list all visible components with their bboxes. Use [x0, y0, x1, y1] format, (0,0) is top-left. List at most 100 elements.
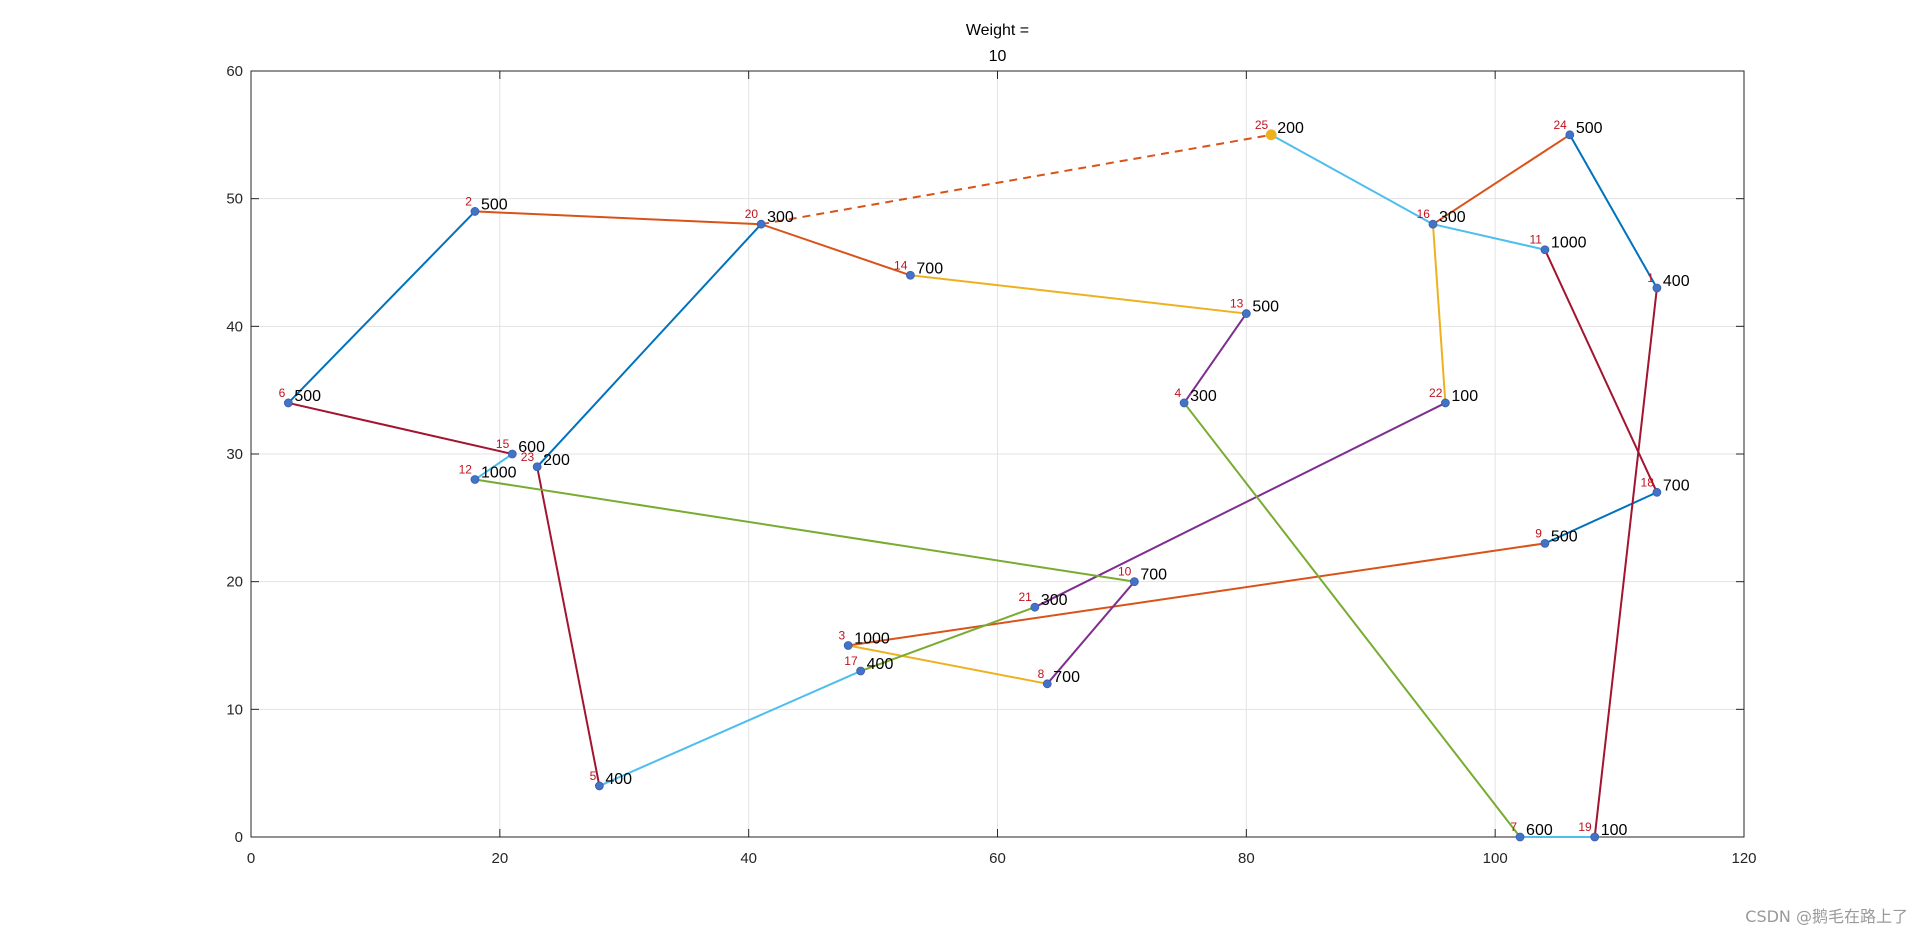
point-marker	[1179, 398, 1189, 408]
route-segment	[848, 644, 1048, 685]
point-marker	[470, 475, 480, 484]
route-segment	[910, 274, 1247, 315]
point-weight-label: 300	[767, 209, 794, 226]
watermark: CSDN @鹅毛在路上了	[1745, 907, 1908, 926]
point-index-label: 20	[745, 207, 759, 221]
point-index-label: 1	[1647, 271, 1654, 285]
point-index-label: 12	[459, 463, 473, 477]
point-index-label: 16	[1417, 207, 1431, 221]
point-weight-label: 700	[916, 260, 943, 277]
point-marker	[507, 449, 517, 459]
point-weight-label: 500	[1576, 120, 1603, 137]
point-weight-label: 500	[1252, 299, 1279, 316]
route-segment	[1593, 287, 1658, 838]
point-index-label: 3	[839, 629, 846, 643]
point-marker	[1042, 679, 1052, 689]
point-marker	[1129, 577, 1139, 587]
route-segment	[760, 133, 1272, 226]
point-index-label: 19	[1578, 820, 1592, 834]
point-index-label: 24	[1553, 118, 1567, 132]
route-segment	[1046, 581, 1136, 685]
grid	[251, 71, 1744, 837]
route-segment	[1431, 224, 1447, 404]
point-index-label: 8	[1038, 667, 1045, 681]
point-weight-label: 700	[1140, 567, 1167, 584]
x-tick-label: 80	[1238, 850, 1255, 867]
point-marker	[906, 270, 915, 280]
point-marker	[1428, 219, 1438, 229]
point-index-label: 6	[279, 386, 286, 400]
routes	[287, 133, 1658, 838]
point-weight-label: 200	[1277, 120, 1304, 137]
x-tick-label: 20	[491, 850, 508, 867]
x-tick-label: 40	[740, 850, 757, 867]
point-index-label: 10	[1118, 565, 1132, 579]
route-segment	[1544, 491, 1658, 545]
point-marker	[470, 207, 480, 216]
route-segment	[1432, 133, 1571, 226]
route-segment	[474, 210, 911, 277]
point-weight-label: 1000	[854, 631, 890, 648]
point-marker	[1030, 602, 1040, 612]
y-tick-label: 0	[235, 829, 243, 846]
point-index-label: 4	[1174, 386, 1181, 400]
y-tick-label: 50	[226, 191, 243, 208]
point-marker	[1441, 398, 1450, 408]
point-weight-label: 500	[294, 388, 321, 405]
point-index-label: 5	[590, 769, 597, 783]
point-marker	[532, 462, 542, 472]
chart-title-line1: Weight =	[966, 22, 1029, 39]
route-segment	[1034, 402, 1446, 609]
point-labels: 1 400 2 500 3 1000 4 300 5 400 6 500 7 600 8 700 9 500 10 7…	[279, 118, 1690, 839]
point-index-label: 7	[1510, 820, 1517, 834]
point-index-label: 11	[1529, 233, 1542, 247]
route-segment	[474, 478, 1135, 583]
point-marker	[1241, 309, 1251, 318]
point-marker	[856, 666, 866, 676]
point-marker	[1590, 832, 1600, 842]
point-weight-label: 1000	[481, 465, 517, 482]
points	[283, 129, 1662, 842]
point-index-label: 2	[465, 194, 472, 208]
route-segment	[288, 401, 513, 455]
point-marker	[283, 398, 293, 408]
point-weight-label: 400	[1663, 273, 1690, 290]
x-tick-label: 60	[989, 850, 1006, 867]
point-index-label: 17	[844, 654, 858, 668]
route-segment	[474, 453, 513, 481]
route-segment	[536, 223, 762, 468]
point-index-label: 14	[894, 258, 908, 272]
route-segment	[287, 210, 476, 404]
x-tick-label: 120	[1731, 850, 1756, 867]
point-index-label: 22	[1429, 386, 1443, 400]
point-weight-label: 100	[1451, 388, 1478, 405]
y-tick-label: 40	[226, 318, 243, 335]
y-tick-label: 20	[226, 574, 243, 591]
route-segment	[860, 606, 1036, 672]
point-marker	[756, 219, 766, 229]
point-marker	[1652, 283, 1662, 293]
point-weight-label: 300	[1190, 388, 1217, 405]
point-marker	[1565, 130, 1575, 140]
y-tick-label: 30	[226, 446, 243, 463]
point-weight-label: 700	[1663, 477, 1690, 494]
point-marker	[1540, 245, 1550, 255]
point-weight-label: 700	[1053, 669, 1080, 686]
y-tick-label: 10	[226, 701, 243, 718]
route-segment	[1568, 134, 1658, 289]
point-weight-label: 400	[867, 656, 894, 673]
x-tick-label: 0	[247, 850, 255, 867]
point-weight-label: 500	[1551, 528, 1578, 545]
point-index-label: 23	[521, 450, 535, 464]
route-segment	[1544, 249, 1658, 493]
route-segment	[1183, 402, 1521, 838]
point-index-label: 25	[1255, 118, 1269, 132]
point-weight-label: 400	[605, 771, 632, 788]
point-weight-label: 1000	[1551, 235, 1587, 252]
point-index-label: 9	[1535, 526, 1542, 540]
route-segment	[598, 670, 862, 787]
route-segment	[536, 466, 601, 787]
point-weight-label: 200	[543, 452, 570, 469]
